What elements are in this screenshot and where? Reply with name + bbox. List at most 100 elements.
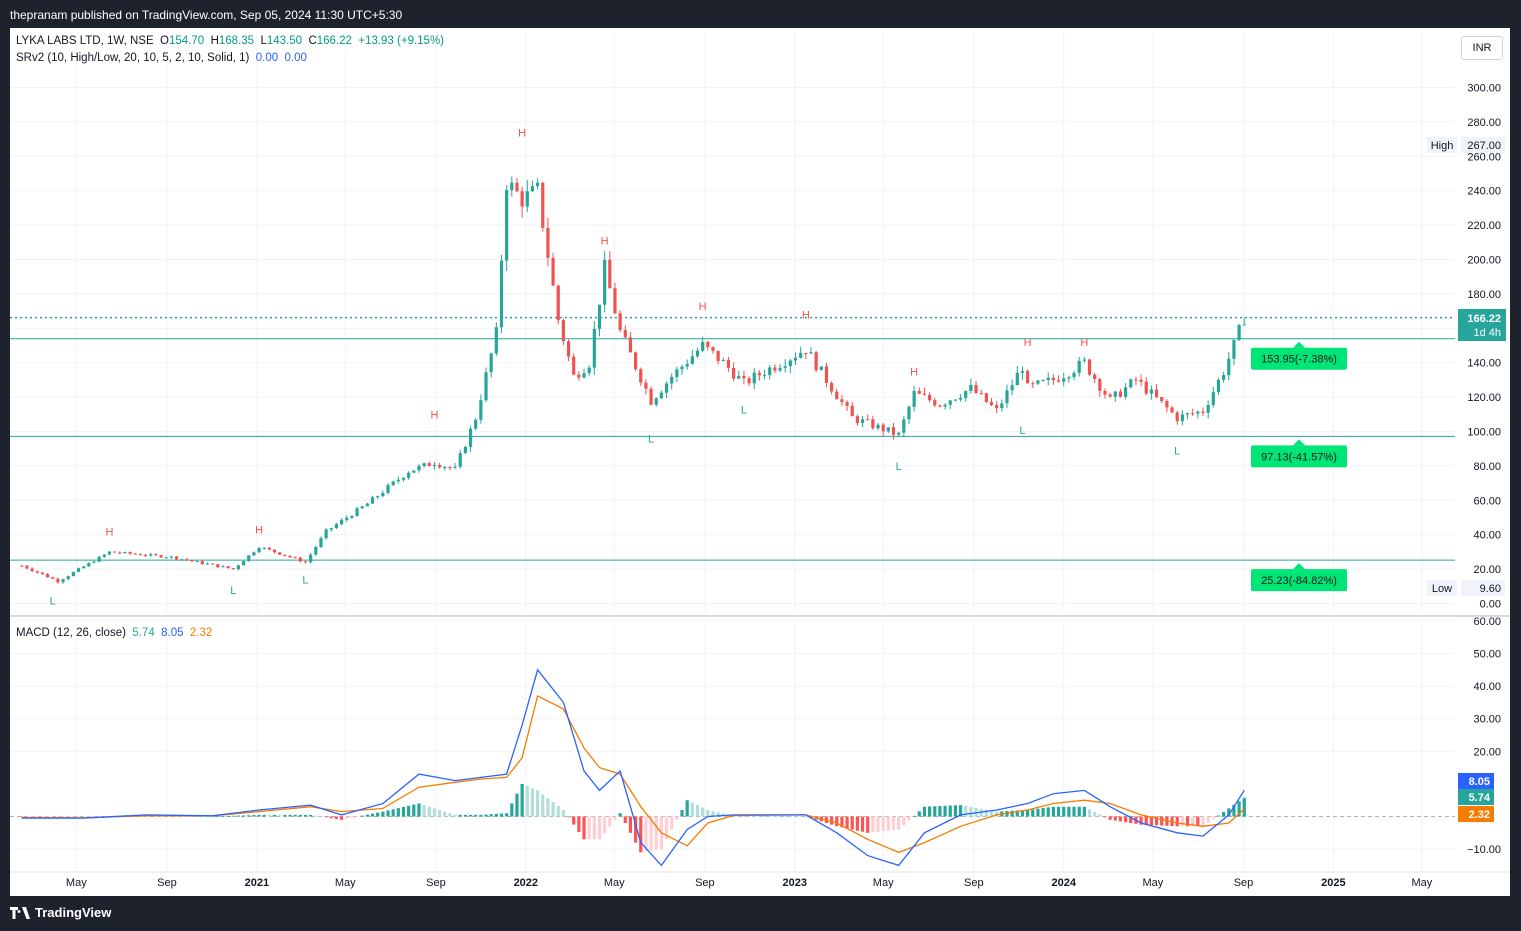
candle-body[interactable] <box>922 393 927 395</box>
candle-body[interactable] <box>432 465 437 467</box>
candle-body[interactable] <box>608 259 612 289</box>
candle-body[interactable] <box>943 404 947 407</box>
candle-body[interactable] <box>314 546 318 555</box>
candle-body[interactable] <box>1134 379 1138 381</box>
candle-body[interactable] <box>974 384 978 393</box>
candle-body[interactable] <box>247 555 251 562</box>
candle-body[interactable] <box>468 428 473 447</box>
symbol-title[interactable]: LYKA LABS LTD, 1W, NSE <box>16 35 154 47</box>
candle-body[interactable] <box>56 578 60 583</box>
candle-body[interactable] <box>706 341 710 347</box>
candle-body[interactable] <box>639 369 643 383</box>
candle-body[interactable] <box>876 424 880 429</box>
candle-body[interactable] <box>427 463 431 467</box>
candle-body[interactable] <box>1077 360 1081 373</box>
candle-body[interactable] <box>577 374 581 378</box>
candle-body[interactable] <box>412 470 416 473</box>
candle-body[interactable] <box>1216 379 1221 393</box>
candle-body[interactable] <box>396 479 400 482</box>
candle-body[interactable] <box>283 554 287 556</box>
candle-body[interactable] <box>107 551 112 555</box>
candle-body[interactable] <box>695 350 700 357</box>
candle-body[interactable] <box>319 538 323 547</box>
candle-body[interactable] <box>298 557 302 562</box>
candle-body[interactable] <box>1005 390 1009 404</box>
candle-body[interactable] <box>628 337 633 353</box>
currency-button[interactable]: INR <box>1461 36 1503 60</box>
candle-body[interactable] <box>185 559 189 561</box>
candle-body[interactable] <box>453 466 457 468</box>
candle-body[interactable] <box>1124 387 1128 397</box>
candle-body[interactable] <box>742 375 746 379</box>
candle-body[interactable] <box>66 576 70 580</box>
candle-body[interactable] <box>376 496 380 498</box>
candle-body[interactable] <box>262 547 266 549</box>
candle-body[interactable] <box>912 391 916 407</box>
candle-body[interactable] <box>20 565 24 567</box>
candle-body[interactable] <box>654 398 658 405</box>
candle-body[interactable] <box>510 182 514 191</box>
candle-body[interactable] <box>938 405 942 407</box>
candle-body[interactable] <box>180 559 184 561</box>
candle-body[interactable] <box>216 564 220 568</box>
candle-body[interactable] <box>76 568 81 572</box>
candle-body[interactable] <box>1185 413 1190 415</box>
candle-body[interactable] <box>190 560 194 562</box>
candle-body[interactable] <box>484 372 488 401</box>
candle-body[interactable] <box>762 375 767 377</box>
candle-body[interactable] <box>267 547 271 550</box>
candle-body[interactable] <box>211 563 215 565</box>
candle-body[interactable] <box>1211 392 1215 406</box>
candle-body[interactable] <box>401 477 406 480</box>
last-price-tag[interactable] <box>1458 309 1506 341</box>
candle-body[interactable] <box>61 579 65 583</box>
candle-body[interactable] <box>143 555 148 557</box>
candle-body[interactable] <box>881 424 885 432</box>
candle-body[interactable] <box>979 392 983 394</box>
candle-body[interactable] <box>995 405 999 409</box>
candle-body[interactable] <box>309 554 313 563</box>
candle-body[interactable] <box>721 359 725 362</box>
candle-body[interactable] <box>1026 370 1030 384</box>
candle-body[interactable] <box>747 378 751 384</box>
candle-body[interactable] <box>711 346 715 351</box>
candle-body[interactable] <box>221 566 225 568</box>
candle-body[interactable] <box>928 394 932 401</box>
candle-body[interactable] <box>92 561 96 563</box>
candle-body[interactable] <box>561 320 565 342</box>
candle-body[interactable] <box>345 517 349 520</box>
candle-body[interactable] <box>1242 324 1246 326</box>
candle-body[interactable] <box>494 327 498 354</box>
candle-body[interactable] <box>690 356 694 364</box>
candle-body[interactable] <box>989 402 994 406</box>
candle-body[interactable] <box>757 372 761 376</box>
candle-body[interactable] <box>30 568 34 572</box>
candle-body[interactable] <box>252 552 256 556</box>
candle-body[interactable] <box>407 472 411 478</box>
candle-body[interactable] <box>97 556 101 562</box>
candle-body[interactable] <box>437 465 442 468</box>
candle-body[interactable] <box>474 419 478 429</box>
candle-body[interactable] <box>118 552 122 554</box>
candle-body[interactable] <box>102 554 106 557</box>
candle-body[interactable] <box>355 508 359 517</box>
level-badge[interactable] <box>1251 347 1347 370</box>
candle-body[interactable] <box>799 353 803 358</box>
candle-body[interactable] <box>845 401 849 406</box>
candle-body[interactable] <box>278 552 282 555</box>
candle-body[interactable] <box>1046 377 1050 381</box>
candle-body[interactable] <box>51 577 55 579</box>
candle-body[interactable] <box>535 182 540 187</box>
candle-body[interactable] <box>1139 379 1143 382</box>
candle-body[interactable] <box>195 561 199 563</box>
candle-body[interactable] <box>778 367 782 371</box>
candle-body[interactable] <box>149 554 153 556</box>
candle-body[interactable] <box>793 357 798 361</box>
candle-body[interactable] <box>1000 403 1004 409</box>
candle-body[interactable] <box>1191 413 1195 415</box>
candle-body[interactable] <box>174 556 179 560</box>
candle-body[interactable] <box>499 260 504 328</box>
candle-body[interactable] <box>948 400 952 405</box>
candle-body[interactable] <box>964 390 968 398</box>
candle-body[interactable] <box>463 446 467 454</box>
